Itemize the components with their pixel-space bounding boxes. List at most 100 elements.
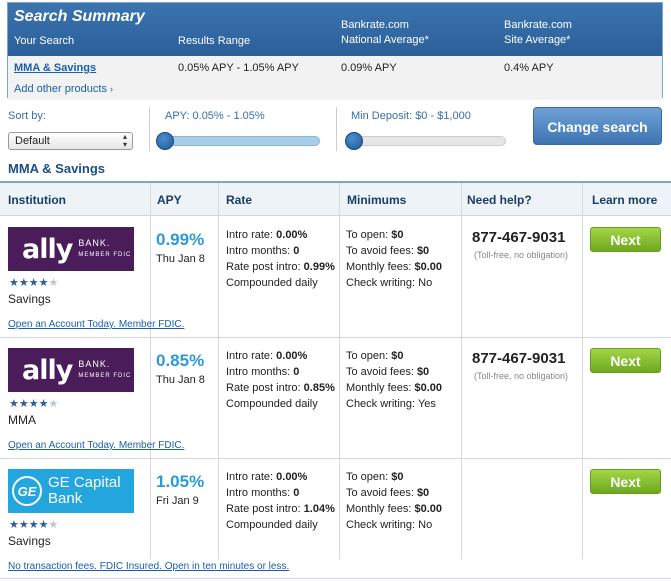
next-button[interactable]: Next (590, 469, 661, 494)
promo-link[interactable]: No transaction fees. FDIC Insured. Open … (8, 561, 290, 572)
phone-number[interactable]: 877-467-9031 (472, 350, 566, 367)
rate-line: Intro months: 0 (226, 485, 335, 501)
next-button[interactable]: Next (590, 348, 661, 373)
min-line: Monthly fees: $0.00 (346, 501, 442, 517)
account-type: Savings (8, 534, 51, 548)
min-value: $0 (391, 350, 404, 362)
logo-word: ally (22, 354, 73, 386)
search-term-link[interactable]: MMA & Savings (14, 62, 97, 74)
deposit-range-label: Min Deposit: $0 - $1,000 (351, 110, 471, 122)
add-products-link[interactable]: Add other products › (14, 83, 113, 95)
rate-key: Intro rate: (226, 471, 274, 483)
rate-line: Intro rate: 0.00% (226, 469, 335, 485)
min-value: $0.00 (414, 382, 443, 394)
minimums-details: To open: $0 To avoid fees: $0 Monthly fe… (346, 469, 442, 533)
rate-line: Rate post intro: 1.04% (226, 501, 335, 517)
min-value: No (418, 519, 433, 531)
site-average-value: 0.4% APY (504, 62, 554, 74)
col-national-average: Bankrate.com National Average* (341, 18, 429, 48)
apy-slider-range (157, 136, 320, 146)
column-divider (582, 183, 583, 559)
sort-label: Sort by: (8, 110, 46, 122)
col-results-range: Results Range (178, 35, 251, 47)
rate-value: 1.04% (303, 503, 335, 515)
sort-select[interactable]: Default ▴ ▾ (8, 132, 133, 150)
logo-side-text: BANK. (78, 359, 111, 369)
column-divider (339, 183, 340, 559)
divider (336, 107, 337, 151)
column-divider (150, 183, 151, 559)
rate-key: Rate post intro: (226, 382, 301, 394)
min-key: Monthly fees: (346, 503, 412, 515)
deposit-slider-track[interactable] (345, 136, 506, 146)
national-average-value: 0.09% APY (341, 62, 397, 74)
rate-line: Compounded daily (226, 517, 335, 533)
stars-off: ★ (48, 277, 59, 289)
select-arrows-icon: ▴ ▾ (122, 132, 127, 149)
sort-select-value: Default (15, 135, 50, 147)
row-divider (0, 458, 671, 459)
min-line: To open: $0 (346, 469, 442, 485)
stars-off: ★ (48, 398, 59, 410)
next-button[interactable]: Next (590, 227, 661, 252)
logo-side-text: BANK. (78, 238, 111, 248)
ge-capital-bank-logo[interactable]: GE GE Capital Bank (8, 469, 134, 513)
header-minimums: Minimums (347, 193, 407, 207)
phone-number[interactable]: 877-467-9031 (472, 229, 566, 246)
min-value: $0 (416, 245, 430, 257)
col-your-search: Your Search (14, 35, 75, 47)
min-key: Check writing: (346, 519, 416, 531)
deposit-slider-handle[interactable] (345, 132, 363, 150)
min-key: To avoid fees: (346, 366, 414, 378)
col-site-average: Bankrate.com Site Average* (504, 18, 572, 48)
min-line: Check writing: No (346, 517, 442, 533)
min-value: $0 (391, 229, 404, 241)
section-title: MMA & Savings (8, 161, 106, 176)
change-search-button[interactable]: Change search (533, 107, 662, 145)
min-key: To open: (346, 471, 389, 483)
chevron-right-icon: › (110, 84, 114, 94)
col-national-line2: National Average* (341, 34, 429, 46)
logo-side: BANK. MEMBER FDIC (78, 237, 131, 261)
logo-text: GE Capital Bank (48, 475, 121, 507)
rate-details: Intro rate: 0.00% Intro months: 0 Rate p… (226, 469, 335, 533)
apy-date: Thu Jan 8 (156, 253, 205, 265)
ge-monogram-icon: GE (12, 476, 42, 506)
apy-value: 1.05% (156, 472, 205, 491)
search-summary: Search Summary Your Search Results Range… (7, 2, 663, 100)
rating-stars-icon: ★★★★★ (9, 397, 58, 410)
header-rate: Rate (226, 193, 253, 207)
min-key: To open: (346, 229, 389, 241)
ally-bank-logo[interactable]: ally BANK. MEMBER FDIC (8, 348, 134, 392)
ally-bank-logo[interactable]: ally BANK. MEMBER FDIC (8, 227, 134, 271)
rate-line: Intro months: 0 (226, 364, 335, 380)
min-key: To avoid fees: (346, 245, 414, 257)
apy-date: Thu Jan 8 (156, 374, 205, 386)
rate-key: Compounded daily (226, 398, 318, 410)
min-value: Yes (417, 398, 436, 410)
min-value: $0.00 (414, 503, 443, 515)
promo-link[interactable]: Open an Account Today. Member FDIC. (8, 319, 185, 330)
min-line: To avoid fees: $0 (346, 364, 442, 380)
rate-key: Compounded daily (226, 519, 318, 531)
min-key: Check writing: (346, 277, 416, 289)
logo-sub-text: MEMBER FDIC (78, 373, 132, 379)
min-key: Monthly fees: (346, 261, 412, 273)
header-learn-more: Learn more (592, 193, 658, 207)
summary-header: Search Summary Your Search Results Range… (8, 3, 662, 56)
rate-key: Intro rate: (226, 229, 274, 241)
min-value: $0.00 (414, 261, 443, 273)
min-value: $0 (416, 487, 430, 499)
rate-line: Intro rate: 0.00% (226, 348, 335, 364)
rate-key: Intro months: (226, 245, 291, 257)
rating-stars-icon: ★★★★★ (9, 518, 58, 531)
rate-key: Rate post intro: (226, 503, 301, 515)
rate-line: Rate post intro: 0.85% (226, 380, 335, 396)
rate-value: 0 (293, 366, 300, 378)
phone-note: (Toll-free, no obligation) (474, 250, 569, 260)
account-type: Savings (8, 292, 51, 306)
apy-slider-handle[interactable] (156, 132, 174, 150)
rate-value: 0.00% (276, 229, 308, 241)
promo-link[interactable]: Open an Account Today. Member FDIC. (8, 440, 185, 451)
rate-line: Intro months: 0 (226, 243, 335, 259)
